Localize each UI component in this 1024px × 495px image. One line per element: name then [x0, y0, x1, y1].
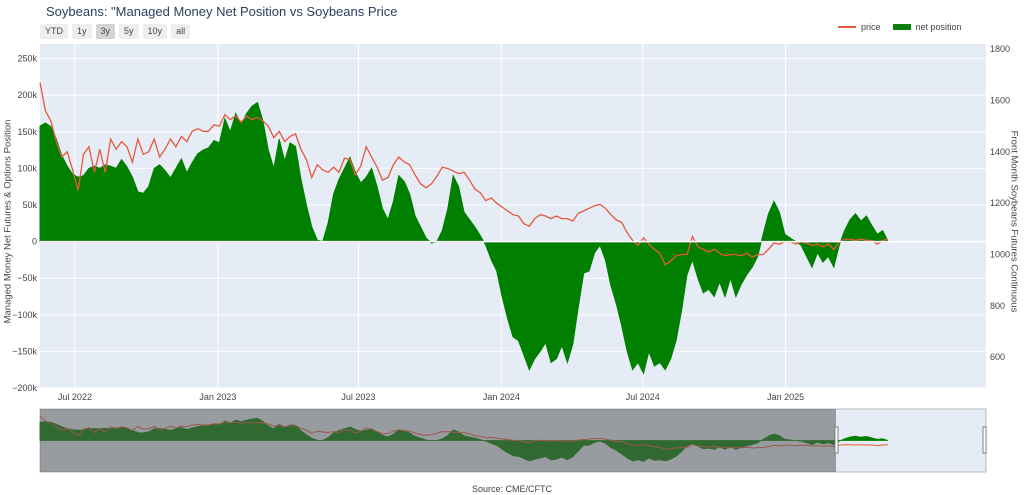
- y-axis-title-right: Front Month Soybeans Futures Continuous: [1008, 130, 1020, 313]
- x-tick-label: Jan 2025: [767, 392, 804, 402]
- range-button-5y[interactable]: 5y: [119, 24, 139, 39]
- x-tick-label: Jul 2024: [626, 392, 660, 402]
- legend-label-price: price: [861, 22, 881, 32]
- range-button-10y[interactable]: 10y: [142, 24, 168, 39]
- range-button-all[interactable]: all: [171, 24, 191, 39]
- y2-tick-label: 1600: [990, 95, 1010, 105]
- y-tick-label: 50k: [22, 200, 37, 210]
- y2-tick-label: 1800: [990, 44, 1010, 54]
- range-selector: YTD 1y 3y 5y 10y all: [40, 24, 191, 39]
- y-tick-label: 0: [32, 237, 37, 247]
- y2-tick-label: 1200: [990, 198, 1010, 208]
- y-tick-label: −100k: [12, 310, 37, 320]
- range-button-1y[interactable]: 1y: [72, 24, 92, 39]
- legend-swatch-price: [838, 26, 856, 28]
- range-button-3y[interactable]: 3y: [95, 24, 116, 39]
- y-tick-label: 250k: [17, 54, 37, 64]
- x-tick-label: Jul 2023: [341, 392, 375, 402]
- y-axis-title-left: Managed Money Net Futures & Options Posi…: [2, 119, 14, 324]
- x-tick-label: Jul 2022: [58, 392, 92, 402]
- y2-tick-label: 600: [990, 352, 1005, 362]
- y-tick-label: 200k: [17, 90, 37, 100]
- range-slider-handle-left[interactable]: [834, 426, 839, 454]
- y2-tick-label: 1000: [990, 250, 1010, 260]
- series-area-net-position: [39, 101, 889, 375]
- legend-swatch-net-position: [892, 24, 911, 30]
- range-slider-handle-right[interactable]: [982, 426, 987, 454]
- range-button-ytd[interactable]: YTD: [40, 24, 68, 39]
- legend-item-net-position[interactable]: net position: [892, 22, 962, 32]
- series-line-price: [39, 82, 889, 266]
- y-tick-label: 150k: [17, 127, 37, 137]
- y2-tick-label: 800: [990, 301, 1005, 311]
- y2-tick-label: 1400: [990, 147, 1010, 157]
- y-tick-label: −200k: [12, 383, 37, 393]
- range-slider-mask: [40, 409, 836, 472]
- range-slider[interactable]: [39, 408, 987, 473]
- y-tick-label: 100k: [17, 163, 37, 173]
- legend: price net position: [838, 22, 962, 32]
- legend-item-price[interactable]: price: [838, 22, 881, 32]
- legend-label-net-position: net position: [915, 22, 962, 32]
- x-tick-label: Jan 2024: [483, 392, 520, 402]
- source-note: Source: CME/CFTC: [471, 484, 552, 494]
- chart-title: Soybeans: "Managed Money Net Position vs…: [46, 4, 398, 19]
- y-tick-label: −150k: [12, 346, 37, 356]
- y-tick-label: −50k: [17, 273, 37, 283]
- x-tick-label: Jan 2023: [199, 392, 236, 402]
